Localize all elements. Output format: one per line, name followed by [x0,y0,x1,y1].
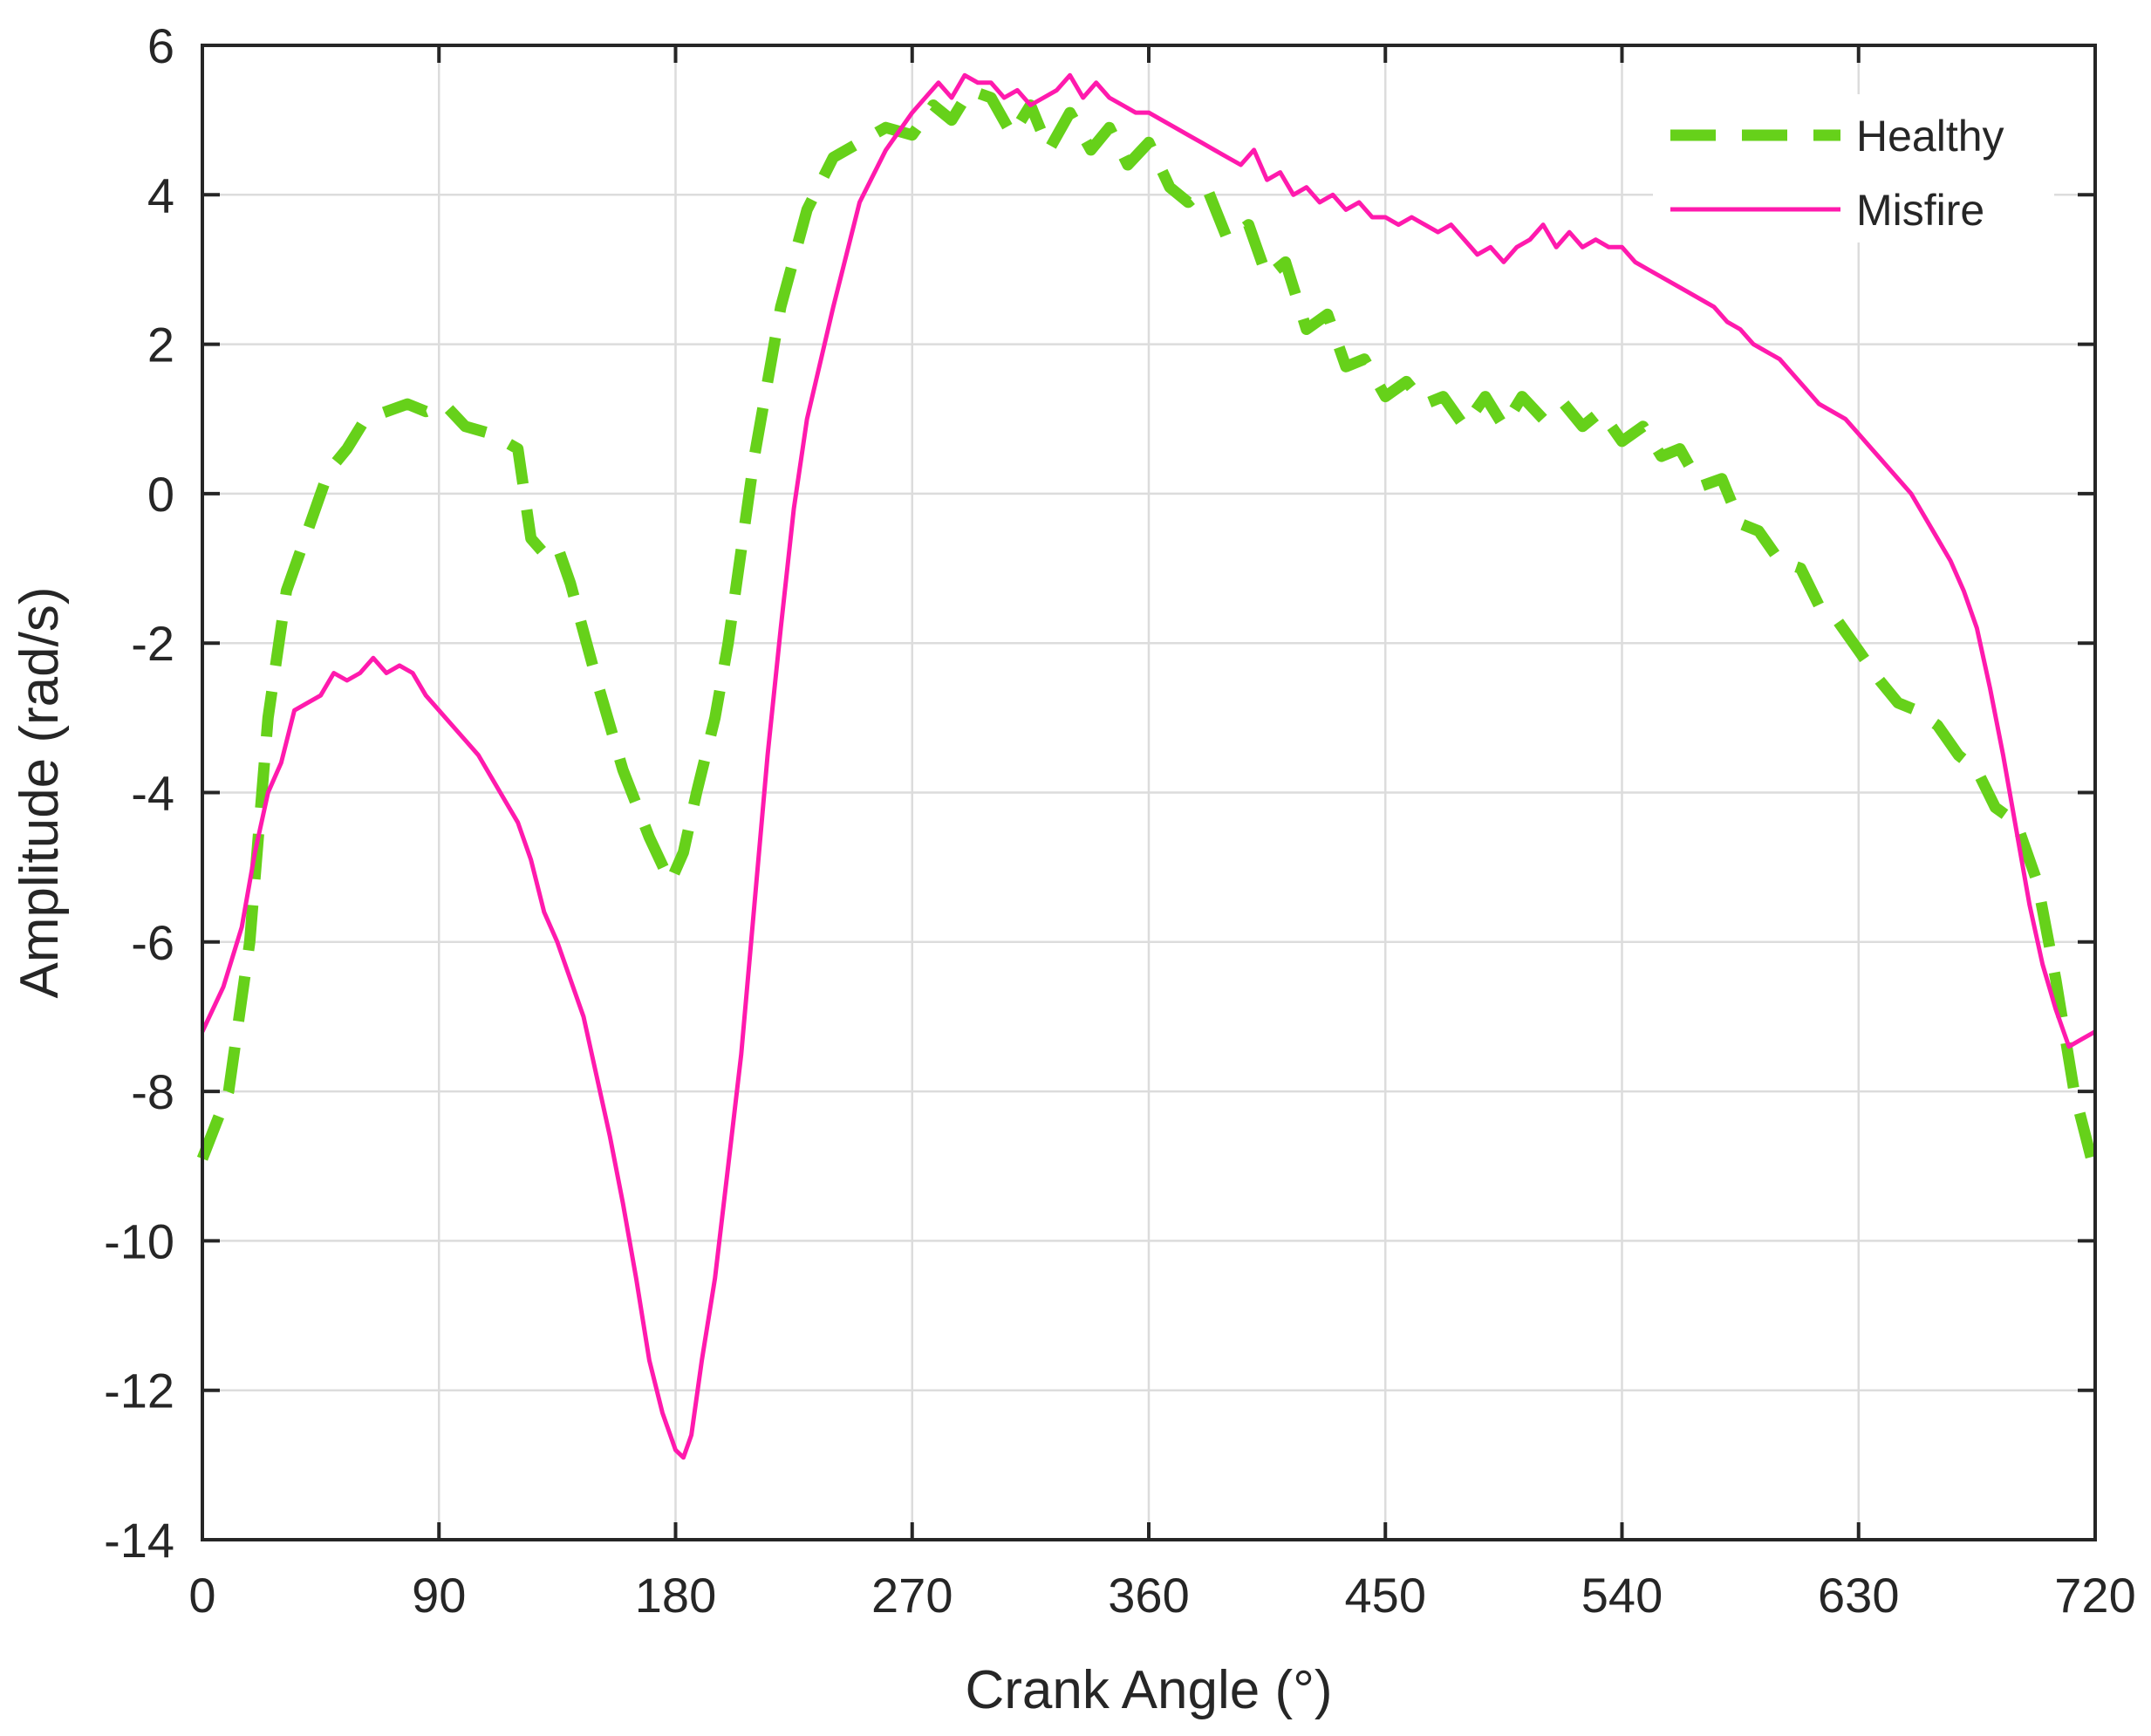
x-tick-label: 90 [412,1568,466,1623]
y-tick-labels: -14 -12 -10 -8 -6 -4 -2 0 2 4 6 [104,18,174,1568]
y-tick-label: -8 [131,1064,174,1119]
y-tick-label: -10 [104,1213,174,1268]
legend-box [1653,94,2054,243]
y-tick-label: -6 [131,915,174,970]
x-tick-label: 270 [871,1568,953,1623]
legend-label-misfire: Misfire [1856,186,1984,235]
x-tick-label: 180 [635,1568,716,1623]
x-tick-label: 540 [1581,1568,1663,1623]
y-axis-label: Amplitude (rad/s) [10,586,70,998]
axis-ticks [201,44,2097,1541]
y-tick-label: 0 [147,467,174,522]
series-lines [196,72,2101,1460]
legend-label-healthy: Healthy [1856,112,2004,161]
y-tick-label: -4 [131,766,174,821]
x-tick-label: 0 [188,1568,215,1623]
y-tick-label: 2 [147,318,174,372]
x-tick-labels: 0 90 180 270 360 450 540 630 720 [188,1568,2135,1623]
x-tick-label: 630 [1818,1568,1899,1623]
x-axis-label: Crank Angle (°) [965,1660,1332,1720]
y-tick-label: -2 [131,616,174,671]
series-line-healthy [196,84,2101,1175]
x-tick-label: 450 [1345,1568,1426,1623]
y-tick-label: 6 [147,18,174,73]
x-tick-label: 720 [2054,1568,2135,1623]
legend: Healthy Misfire [1653,94,2054,243]
series-line-misfire [200,72,2097,1460]
grid-lines [202,45,2095,1540]
y-tick-label: 4 [147,167,174,222]
x-tick-label: 360 [1108,1568,1189,1623]
y-tick-label: -12 [104,1364,174,1418]
y-tick-label: -14 [104,1513,174,1568]
